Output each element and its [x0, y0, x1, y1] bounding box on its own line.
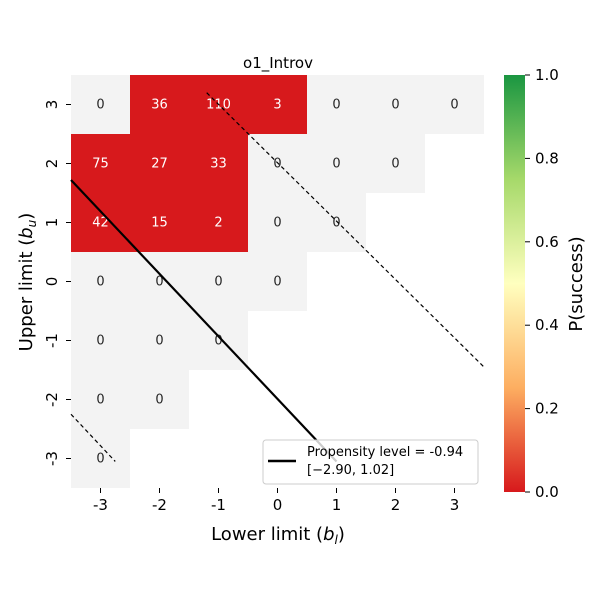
cell-count: 0 [96, 275, 104, 290]
heatmap-cell [307, 75, 366, 134]
cell-count: 0 [450, 98, 458, 113]
cell-count-labels: 036110300075273300042152000000000000 [92, 98, 458, 467]
heatmap-cell [366, 134, 425, 193]
cell-count: 27 [151, 157, 168, 172]
cell-count: 2 [214, 216, 222, 231]
cell-count: 0 [96, 452, 104, 467]
x-tick-label: 3 [450, 496, 460, 514]
colorbar-label: P(success) [566, 236, 587, 331]
colorbar-tick-label: 0.6 [535, 233, 559, 251]
x-tick-label: 2 [391, 496, 401, 514]
heatmap-cell [248, 193, 307, 252]
cell-count: 0 [155, 334, 163, 349]
heatmap-cell [130, 370, 189, 429]
heatmap-cell [130, 252, 189, 311]
cell-count: 0 [96, 334, 104, 349]
legend-label: Propensity level = -0.94 [307, 445, 463, 460]
cell-count: 0 [332, 216, 340, 231]
cell-count: 0 [273, 157, 281, 172]
upper-bound-line [206, 92, 485, 368]
heatmap-cell [189, 134, 248, 193]
heatmap-cell [307, 193, 366, 252]
heatmap-cell [307, 134, 366, 193]
heatmap-cell [130, 75, 189, 134]
cell-count: 0 [391, 98, 399, 113]
cell-count: 0 [96, 393, 104, 408]
heatmap-cell [130, 134, 189, 193]
x-tick-label: -3 [93, 496, 108, 514]
y-tick-label: 2 [43, 159, 61, 169]
cell-count: 0 [273, 216, 281, 231]
colorbar-tick-label: 0.4 [535, 316, 559, 334]
y-tick-label: -3 [43, 451, 61, 466]
colorbar-tick-label: 0.8 [535, 149, 559, 167]
cell-count: 0 [391, 157, 399, 172]
colorbar-tick-label: 0.2 [535, 400, 559, 418]
x-tick-label: 0 [273, 496, 283, 514]
heatmap-cell [71, 252, 130, 311]
legend-box [262, 439, 479, 485]
colorbar-tick-label: 1.0 [535, 66, 559, 84]
heatmap-cell [248, 252, 307, 311]
cell-count: 0 [332, 98, 340, 113]
y-tick-label: -2 [43, 392, 61, 407]
cell-count: 0 [155, 275, 163, 290]
cell-count: 33 [210, 157, 227, 172]
colorbar-ticks: 0.0 0.2 0.4 0.6 0.8 1.0 [525, 66, 559, 501]
legend: Propensity level = -0.94 [−2.90, 1.02] [262, 439, 479, 485]
heatmap-cells [71, 75, 484, 488]
cell-count: 0 [96, 98, 104, 113]
propensity-lines [70, 92, 485, 463]
cell-count: 42 [92, 216, 109, 231]
y-tick-label: 1 [43, 218, 61, 228]
cell-count: 0 [332, 157, 340, 172]
legend-interval: [−2.90, 1.02] [307, 463, 394, 478]
y-axis-ticks: 3 2 1 0 -1 -2 -3 [43, 100, 71, 466]
chart-title: o1_Introv [243, 54, 313, 73]
heatmap-cell [71, 311, 130, 370]
y-tick-label: 3 [43, 100, 61, 110]
colorbar-tick-label: 0.0 [535, 483, 559, 501]
cell-count: 15 [151, 216, 168, 231]
x-tick-label: -2 [152, 496, 167, 514]
cell-count: 36 [151, 98, 168, 113]
heatmap-cell [71, 134, 130, 193]
heatmap-cell [189, 252, 248, 311]
x-axis-ticks: -3 -2 -1 0 1 2 3 [93, 488, 459, 514]
heatmap-cell [189, 193, 248, 252]
heatmap-cell [366, 75, 425, 134]
colorbar [504, 75, 525, 492]
heatmap-cell [71, 429, 130, 488]
heatmap-cell [71, 193, 130, 252]
x-tick-label: 1 [332, 496, 342, 514]
heatmap-cell [71, 370, 130, 429]
propensity-line [70, 179, 338, 463]
heatmap-cell [130, 193, 189, 252]
cell-count: 0 [155, 393, 163, 408]
heatmap-cell [71, 75, 130, 134]
heatmap-cell [248, 75, 307, 134]
heatmap-cell [130, 311, 189, 370]
x-axis-label: Lower limit (bl) [211, 524, 345, 547]
lower-bound-line [70, 413, 116, 462]
x-tick-label: -1 [211, 496, 226, 514]
y-axis-label: Upper limit (bu) [16, 213, 39, 352]
cell-count: 75 [92, 157, 109, 172]
y-tick-label: 0 [43, 277, 61, 287]
cell-count: 0 [273, 275, 281, 290]
heatmap-cell [189, 311, 248, 370]
cell-count: 0 [214, 275, 222, 290]
heatmap-cell [425, 75, 484, 134]
cell-count: 3 [273, 98, 281, 113]
y-tick-label: -1 [43, 333, 61, 348]
cell-count: 0 [214, 334, 222, 349]
